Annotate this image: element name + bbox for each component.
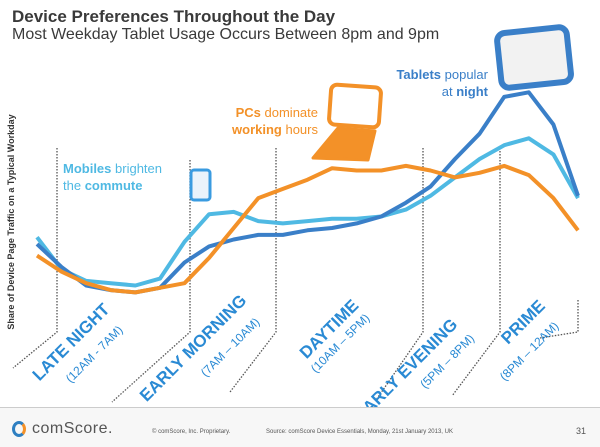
comscore-logo-icon (12, 421, 26, 437)
y-axis-label: Share of Device Page Traffic on a Typica… (6, 114, 16, 329)
pc-annotation: PCs dominate working hours (232, 104, 318, 138)
annotation-bold: night (456, 84, 488, 99)
annotation-text: dominate (260, 105, 318, 120)
brand-name: comScore. (32, 420, 113, 437)
mobile-annotation: Mobiles brighten the commute (63, 160, 162, 194)
annotation-text: hours (281, 122, 318, 137)
annotation-bold: Mobiles (63, 161, 112, 176)
segment-divider (539, 300, 579, 339)
segment-dividers (12, 148, 579, 403)
footer-divider (0, 407, 600, 408)
series-lines (35, 90, 580, 295)
annotation-bold: commute (84, 178, 143, 193)
copyright: © comScore, Inc. Proprietary. (152, 429, 231, 435)
annotation-bold: Tablets (396, 67, 442, 82)
segment-divider (451, 148, 501, 397)
annotation-text: popular (441, 67, 488, 82)
slide-subtitle: Most Weekday Tablet Usage Occurs Between… (12, 26, 440, 43)
source-note: Source: comScore Device Essentials, Mond… (266, 429, 453, 435)
annotation-text: at (441, 84, 457, 99)
segment-divider (111, 160, 191, 403)
comscore-logo: comScore. (12, 420, 113, 438)
annotation-bold: PCs (235, 105, 261, 120)
tablet-annotation: Tablets popular at night (396, 66, 488, 100)
annotation-text: the (63, 178, 85, 193)
annotation-bold: working (232, 122, 282, 137)
segment-divider (375, 148, 424, 401)
footer (0, 408, 600, 447)
segment-divider (229, 148, 277, 393)
slide-title: Device Preferences Throughout the Day (12, 7, 336, 26)
laptop-icon (311, 82, 383, 162)
segment-labels: LATE NIGHT (12AM - 7AM) EARLY MORNING (7… (29, 291, 562, 425)
page-number: 31 (575, 426, 586, 436)
mobile-series-line (35, 136, 580, 288)
annotation-text: brighten (111, 161, 162, 176)
phone-icon (189, 168, 212, 202)
tablet-icon (494, 24, 574, 91)
pc-series-line (35, 163, 580, 295)
segment-divider (12, 148, 58, 369)
